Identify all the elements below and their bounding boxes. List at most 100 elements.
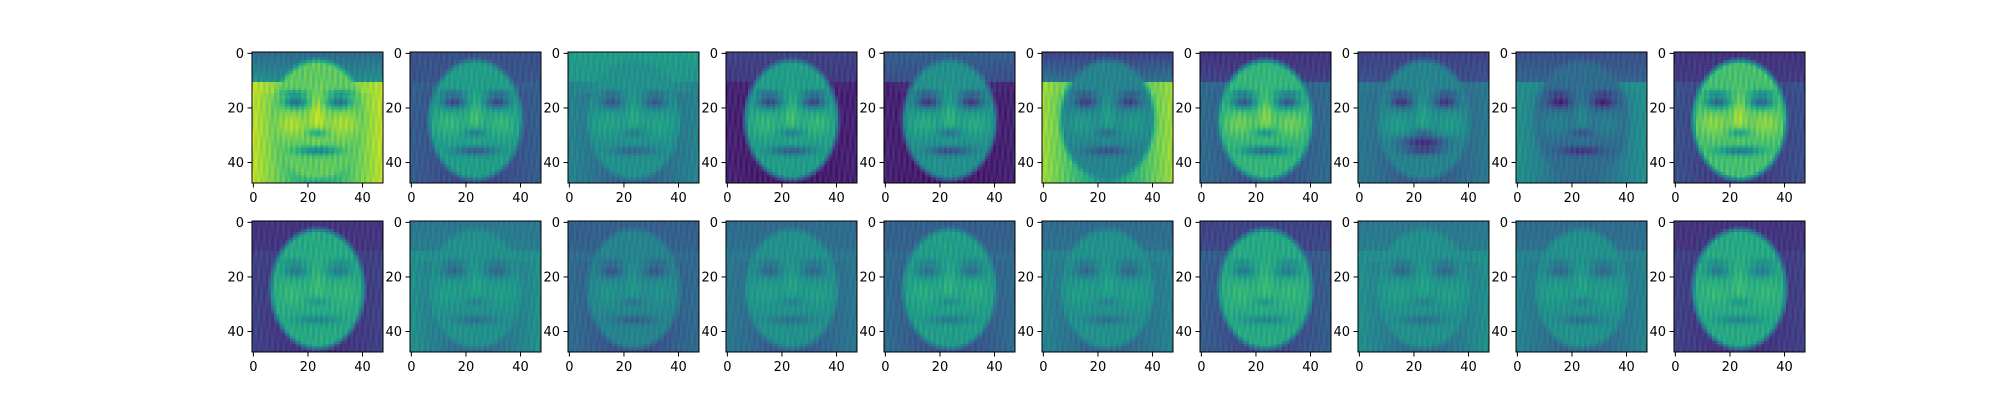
x-tick-label: 0 (1039, 360, 1047, 375)
y-tick-label: 20 (1491, 270, 1508, 285)
y-tick-label: 40 (1649, 325, 1666, 340)
y-tick-label: 20 (1017, 101, 1034, 116)
x-tick-label: 40 (828, 191, 845, 206)
y-tick-label: 0 (1026, 47, 1034, 62)
y-tick-label: 0 (552, 216, 560, 231)
y-tick-label: 0 (236, 47, 244, 62)
x-tick-label: 20 (458, 360, 475, 375)
face-image (410, 221, 541, 352)
y-tick-label: 20 (859, 270, 876, 285)
x-tick-label: 0 (565, 191, 573, 206)
x-tick-label: 40 (1302, 191, 1319, 206)
x-tick-label: 40 (1460, 360, 1477, 375)
y-tick-label: 40 (1017, 325, 1034, 340)
y-tick-label: 20 (385, 270, 402, 285)
x-tick-label: 0 (881, 360, 889, 375)
x-tick-label: 40 (512, 360, 529, 375)
y-tick-label: 20 (1175, 101, 1192, 116)
x-tick-label: 40 (986, 360, 1003, 375)
x-tick-label: 40 (986, 191, 1003, 206)
x-tick-label: 0 (1039, 191, 1047, 206)
face-image (568, 52, 699, 183)
y-tick-label: 20 (227, 270, 244, 285)
y-tick-label: 20 (543, 101, 560, 116)
face-image (1516, 52, 1647, 183)
x-tick-label: 20 (616, 360, 633, 375)
x-tick-label: 40 (1144, 191, 1161, 206)
y-tick-label: 0 (1184, 216, 1192, 231)
x-tick-label: 20 (1406, 360, 1423, 375)
face-image (884, 221, 1015, 352)
y-tick-label: 0 (1500, 47, 1508, 62)
y-tick-label: 0 (868, 216, 876, 231)
y-tick-label: 0 (394, 47, 402, 62)
face-image (1358, 52, 1489, 183)
face-image (1200, 52, 1331, 183)
x-tick-label: 0 (1513, 360, 1521, 375)
y-tick-label: 0 (710, 47, 718, 62)
x-tick-label: 20 (932, 191, 949, 206)
x-tick-label: 0 (1355, 191, 1363, 206)
y-tick-label: 20 (701, 101, 718, 116)
x-tick-label: 0 (249, 360, 257, 375)
x-tick-label: 40 (512, 191, 529, 206)
x-tick-label: 20 (458, 191, 475, 206)
y-tick-label: 0 (868, 47, 876, 62)
y-tick-label: 40 (543, 156, 560, 171)
y-tick-label: 20 (543, 270, 560, 285)
x-tick-label: 20 (1564, 360, 1581, 375)
x-tick-label: 20 (1722, 191, 1739, 206)
x-tick-label: 20 (616, 191, 633, 206)
x-tick-label: 40 (1618, 360, 1635, 375)
x-tick-label: 0 (1671, 360, 1679, 375)
face-panel-row1-col8: 0 20 40 0 20 40 (1333, 47, 1489, 206)
x-tick-label: 40 (1618, 191, 1635, 206)
y-tick-label: 40 (1491, 156, 1508, 171)
face-image (1674, 52, 1805, 183)
y-tick-label: 40 (385, 156, 402, 171)
y-tick-label: 40 (701, 156, 718, 171)
face-image (1674, 221, 1805, 352)
x-tick-label: 20 (1090, 360, 1107, 375)
y-tick-label: 40 (1175, 325, 1192, 340)
x-tick-label: 20 (1406, 191, 1423, 206)
x-tick-label: 0 (1197, 360, 1205, 375)
y-tick-label: 20 (1175, 270, 1192, 285)
face-image (1042, 221, 1173, 352)
x-tick-label: 20 (774, 191, 791, 206)
y-tick-label: 20 (1333, 101, 1350, 116)
y-tick-label: 0 (1342, 47, 1350, 62)
y-tick-label: 20 (1491, 101, 1508, 116)
y-tick-label: 40 (227, 325, 244, 340)
y-tick-label: 0 (1658, 216, 1666, 231)
x-tick-label: 40 (1776, 191, 1793, 206)
y-tick-label: 0 (1342, 216, 1350, 231)
y-tick-label: 40 (227, 156, 244, 171)
x-tick-label: 0 (881, 191, 889, 206)
x-tick-label: 20 (1248, 360, 1265, 375)
face-image (884, 52, 1015, 183)
y-tick-label: 40 (1649, 156, 1666, 171)
y-tick-label: 0 (552, 47, 560, 62)
x-tick-label: 20 (932, 360, 949, 375)
y-tick-label: 0 (1184, 47, 1192, 62)
x-tick-label: 40 (1460, 191, 1477, 206)
y-tick-label: 40 (385, 325, 402, 340)
y-tick-label: 20 (859, 101, 876, 116)
y-tick-label: 40 (1491, 325, 1508, 340)
y-tick-label: 20 (1649, 270, 1666, 285)
x-tick-label: 0 (723, 360, 731, 375)
x-tick-label: 40 (828, 360, 845, 375)
y-tick-label: 40 (1333, 156, 1350, 171)
